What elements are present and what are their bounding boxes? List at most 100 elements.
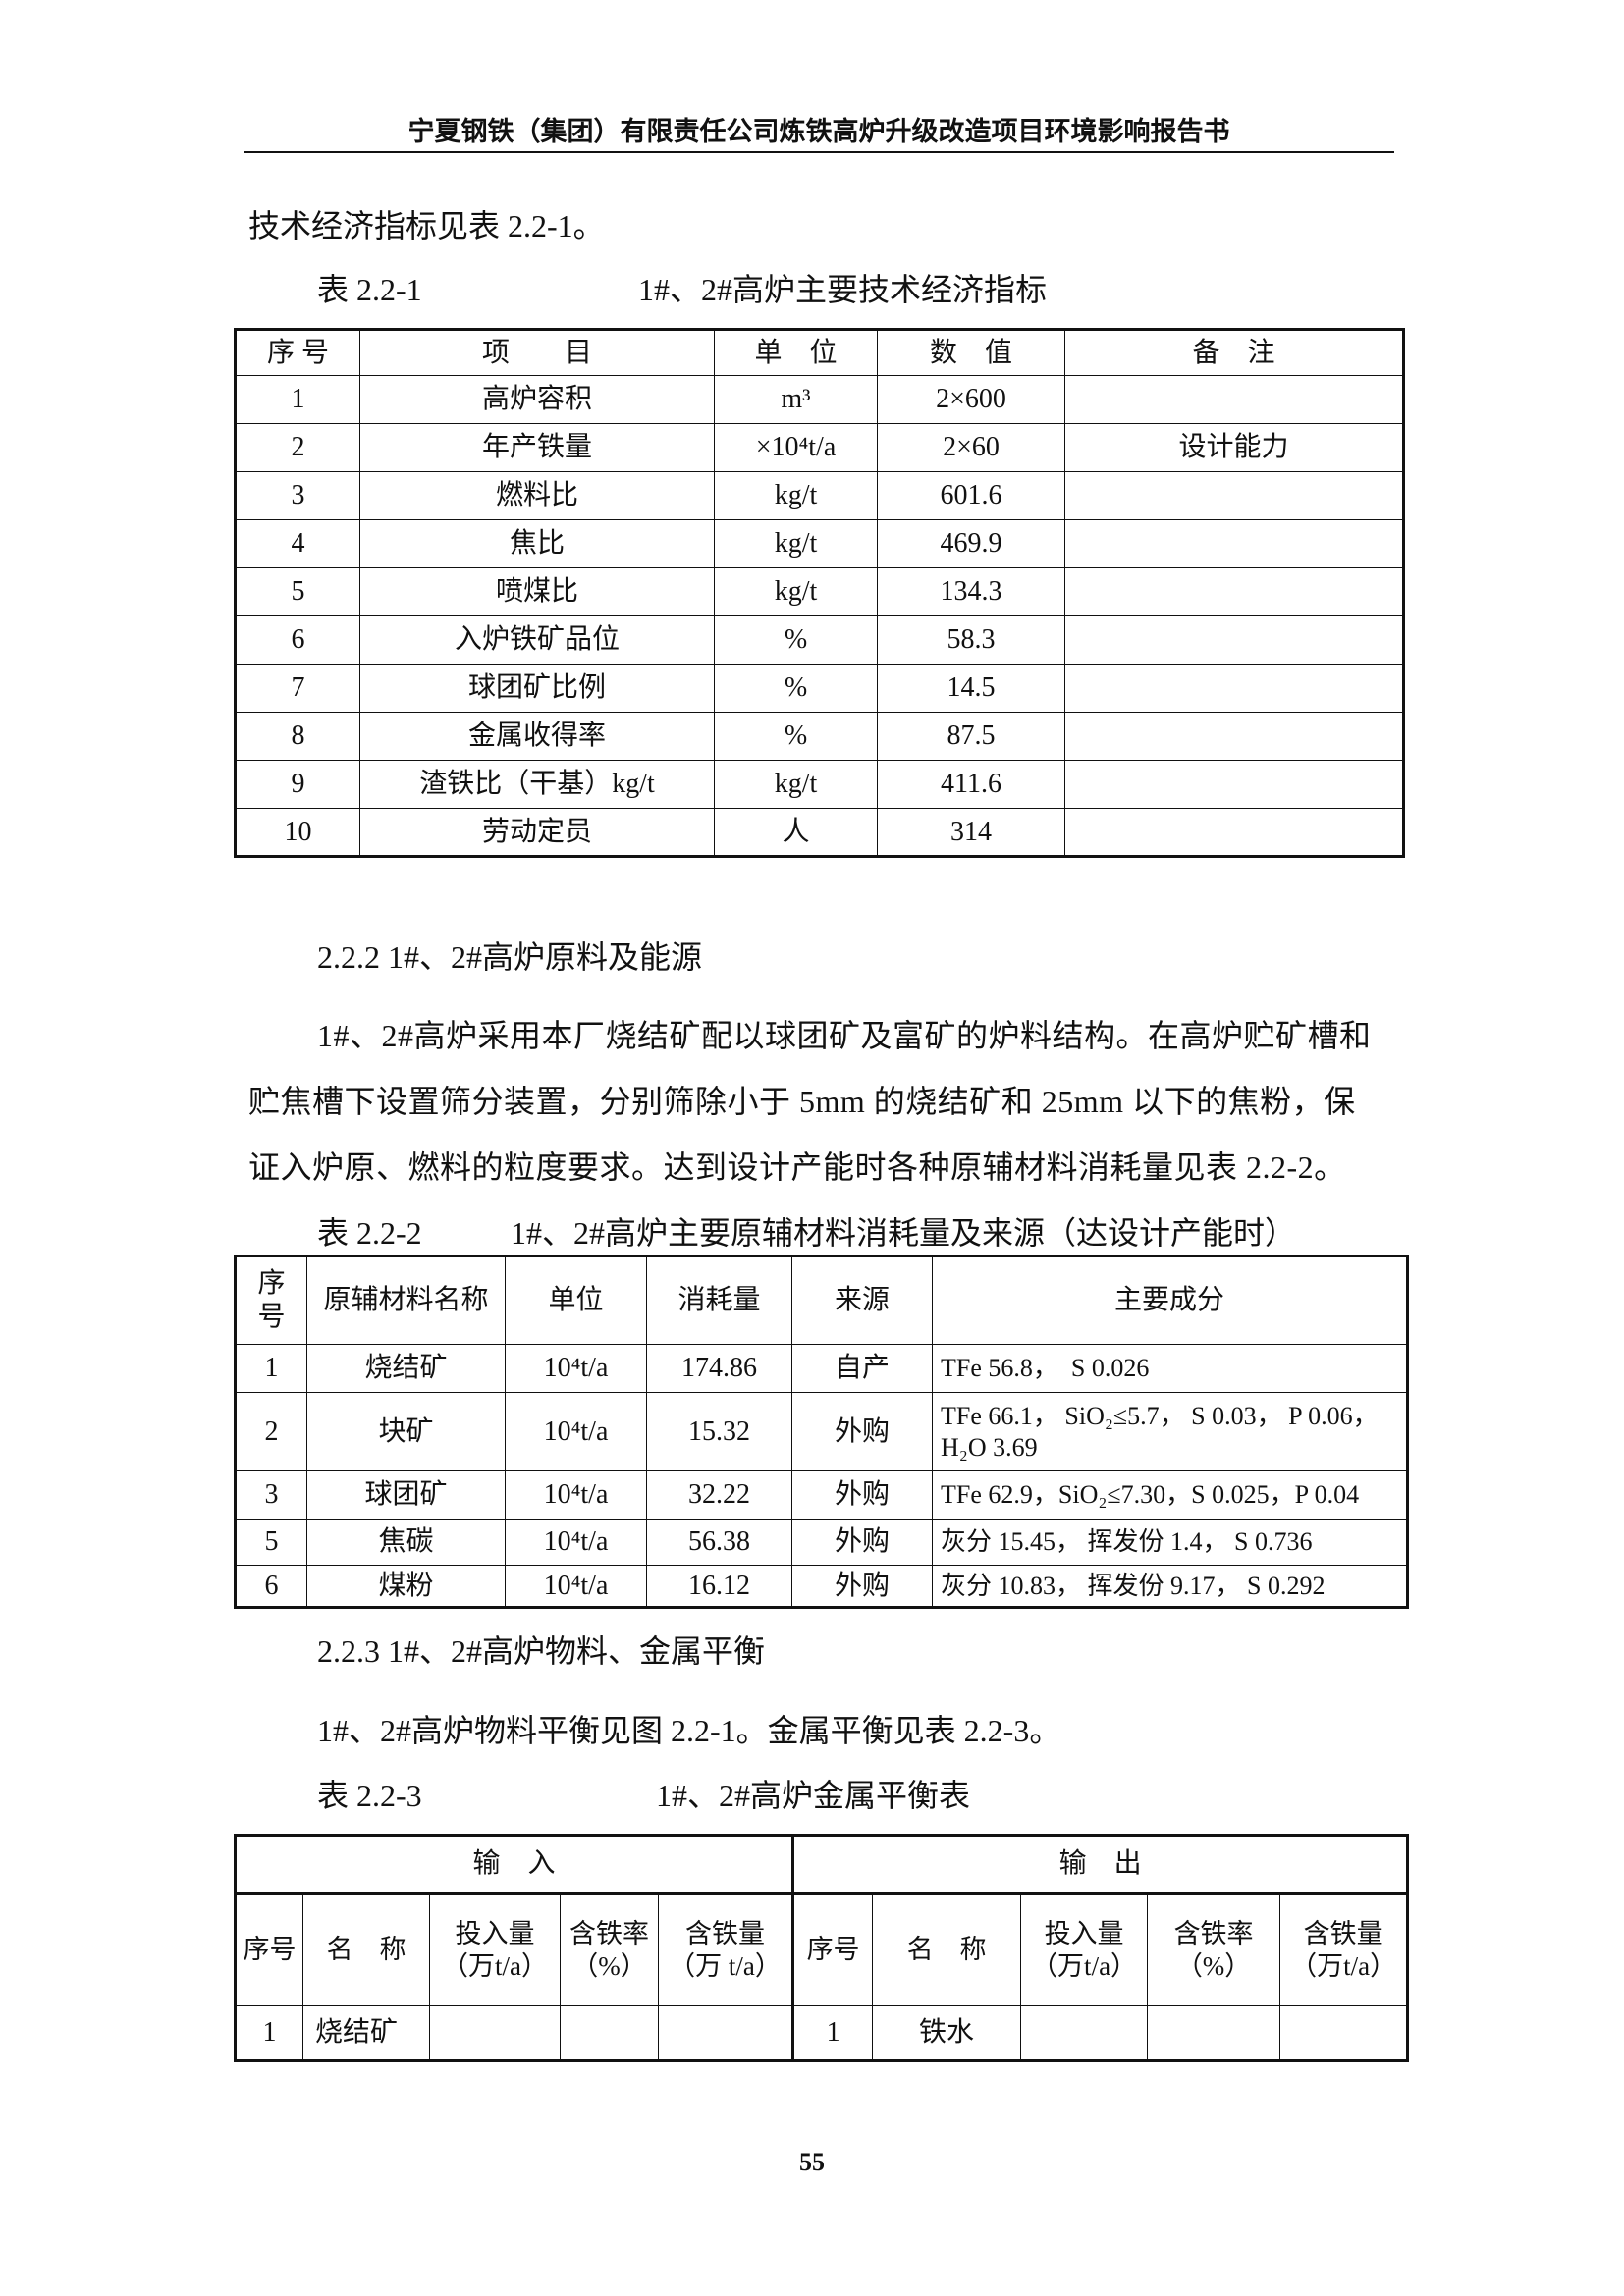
table-cell: 8 bbox=[235, 712, 360, 761]
table-cell: 2×60 bbox=[877, 423, 1065, 472]
table-header-row: 序号 原辅材料名称 单位 消耗量 来源 主要成分 bbox=[235, 1255, 1408, 1345]
table-cell: 渣铁比（干基）kg/t bbox=[359, 760, 715, 809]
table-cell bbox=[1064, 375, 1404, 424]
table2-caption-no: 表 2.2-2 bbox=[317, 1215, 422, 1251]
table-cell: 球团矿 bbox=[306, 1470, 506, 1520]
table-cell: 铁水 bbox=[872, 2005, 1022, 2061]
table-cell: 10 bbox=[235, 808, 360, 857]
table-cell bbox=[1064, 615, 1404, 665]
table-cell: 输 入 bbox=[234, 1835, 795, 1895]
table-cell: 金属收得率 bbox=[359, 712, 715, 761]
table-cell bbox=[560, 2005, 659, 2061]
table-cell: 3 bbox=[235, 471, 360, 520]
table-cell: 高炉容积 bbox=[359, 375, 715, 424]
table-cell: 含铁率（%） bbox=[560, 1893, 659, 2006]
table-cell: 投入量（万t/a） bbox=[1020, 1893, 1149, 2006]
table-row: 2 块矿 10⁴t/a 15.32 外购 TFe 66.1， SiO₂≤5.7， S 0.… bbox=[235, 1392, 1408, 1471]
table-cell: kg/t bbox=[714, 760, 878, 809]
table-cell: kg/t bbox=[714, 519, 878, 568]
table-cell bbox=[1064, 712, 1404, 761]
table-cell: 32.22 bbox=[646, 1470, 792, 1520]
table-row: 3 球团矿 10⁴t/a 32.22 外购 TFe 62.9，SiO₂≤7.30，S 0.… bbox=[235, 1470, 1408, 1520]
table-cell: 煤粉 bbox=[306, 1565, 506, 1608]
table3-caption-no: 表 2.2-3 bbox=[317, 1778, 422, 1813]
table-row: 8 金属收得率% 87.5 bbox=[235, 712, 1404, 761]
table-cell: 烧结矿 bbox=[306, 1344, 506, 1393]
table-cell: 年产铁量 bbox=[359, 423, 715, 472]
table-cell bbox=[1020, 2005, 1149, 2061]
table-cell: 项 目 bbox=[359, 329, 715, 376]
table2-caption-title: 1#、2#高炉主要原辅材料消耗量及来源（达设计产能时） bbox=[511, 1215, 1297, 1251]
header-rule bbox=[244, 151, 1394, 153]
table-cell: 6 bbox=[235, 1565, 307, 1608]
intro-line: 技术经济指标见表 2.2-1。 bbox=[248, 208, 605, 243]
table-row: 3 燃料比 kg/t 601.6 bbox=[235, 471, 1404, 520]
table-cell: 1 bbox=[235, 2005, 303, 2061]
table-cell: ×10⁴t/a bbox=[714, 423, 878, 472]
table-cell: 601.6 bbox=[877, 471, 1065, 520]
table-cell: 球团矿比例 bbox=[359, 664, 715, 713]
table-cell: 序号 bbox=[235, 1893, 303, 2006]
table-row: 5 焦碳 10⁴t/a 56.38 外购 灰分 15.45， 挥发份 1.4， S 0.7… bbox=[235, 1519, 1408, 1566]
table3-caption-title: 1#、2#高炉金属平衡表 bbox=[656, 1778, 971, 1813]
table-cell: 含铁量（万 t/a） bbox=[657, 1893, 795, 2006]
table-cell: TFe 56.8， S 0.026 bbox=[932, 1344, 1408, 1393]
table-cell: 含铁率（%） bbox=[1147, 1893, 1281, 2006]
table-cell: 469.9 bbox=[877, 519, 1065, 568]
table-cell bbox=[1064, 808, 1404, 857]
table-cell: 5 bbox=[235, 567, 360, 616]
table-cell: 10⁴t/a bbox=[505, 1519, 647, 1566]
table-cell: % bbox=[714, 615, 878, 665]
table-cell: 烧结矿 bbox=[302, 2005, 430, 2061]
table-cell: TFe 62.9，SiO₂≤7.30，S 0.025，P 0.04 bbox=[932, 1470, 1408, 1520]
table-cell: 单位 bbox=[505, 1255, 647, 1345]
table-cell bbox=[429, 2005, 561, 2061]
table-cell: 10⁴t/a bbox=[505, 1470, 647, 1520]
table-cell: 2 bbox=[235, 1392, 307, 1471]
table-cell: 数 值 bbox=[877, 329, 1065, 376]
table-cell: 10⁴t/a bbox=[505, 1565, 647, 1608]
table1-caption-title: 1#、2#高炉主要技术经济指标 bbox=[638, 272, 1048, 307]
table-cell: 外购 bbox=[791, 1565, 933, 1608]
table-cell: 焦比 bbox=[359, 519, 715, 568]
table-cell bbox=[657, 2005, 795, 2061]
table-cell: 7 bbox=[235, 664, 360, 713]
table-row: 9 渣铁比（干基）kg/t kg/t 411.6 bbox=[235, 760, 1404, 809]
table-row: 1 烧结矿 1 铁水 bbox=[235, 2005, 1409, 2061]
table-cell: 411.6 bbox=[877, 760, 1065, 809]
table-cell: % bbox=[714, 664, 878, 713]
table-cell: 焦碳 bbox=[306, 1519, 506, 1566]
table-cell: 2 bbox=[235, 423, 360, 472]
table-cell: 消耗量 bbox=[646, 1255, 792, 1345]
table-cell: 87.5 bbox=[877, 712, 1065, 761]
table-cell: 设计能力 bbox=[1064, 423, 1404, 472]
table-cell: 序号 bbox=[235, 1255, 307, 1345]
table-cell: 序号 bbox=[792, 1893, 874, 2006]
table-cell: 1 bbox=[235, 1344, 307, 1393]
table-cell bbox=[1064, 567, 1404, 616]
table-cell: 10⁴t/a bbox=[505, 1344, 647, 1393]
table-cell: 10⁴t/a bbox=[505, 1392, 647, 1471]
table-cell: m³ bbox=[714, 375, 878, 424]
table-row: 10 劳动定员人 314 bbox=[235, 808, 1404, 857]
table-cell: 134.3 bbox=[877, 567, 1065, 616]
page-number: 55 bbox=[799, 2148, 825, 2176]
table-cell: 劳动定员 bbox=[359, 808, 715, 857]
table-cell: 16.12 bbox=[646, 1565, 792, 1608]
paragraph-line: 贮焦槽下设置筛分装置，分别筛除小于 5mm 的烧结矿和 25mm 以下的焦粉，保 bbox=[248, 1084, 1356, 1119]
table-cell: 9 bbox=[235, 760, 360, 809]
section-2-2-3: 2.2.3 1#、2#高炉物料、金属平衡 bbox=[317, 1633, 766, 1669]
table-cell: 灰分 15.45， 挥发份 1.4， S 0.736 bbox=[932, 1519, 1408, 1566]
table-metal-balance: 输 入输 出序号名 称投入量（万t/a） 含铁率（%） 含铁量（万 t/a） 序号名 … bbox=[234, 1834, 1410, 2062]
table-cell: 314 bbox=[877, 808, 1065, 857]
table-cell: 序 号 bbox=[235, 329, 360, 376]
table-row: 2 年产铁量 ×10⁴t/a 2×60 设计能力 bbox=[235, 423, 1404, 472]
table-cell bbox=[1279, 2005, 1409, 2061]
table-row: 1 烧结矿 10⁴t/a 174.86 自产 TFe 56.8， S 0.026 bbox=[235, 1344, 1408, 1393]
table-row: 5 喷煤比 kg/t 134.3 bbox=[235, 567, 1404, 616]
table-cell: 来源 bbox=[791, 1255, 933, 1345]
table-cell: 外购 bbox=[791, 1392, 933, 1471]
table-cell: 块矿 bbox=[306, 1392, 506, 1471]
table-cell: 15.32 bbox=[646, 1392, 792, 1471]
table-cell: 原辅材料名称 bbox=[306, 1255, 506, 1345]
